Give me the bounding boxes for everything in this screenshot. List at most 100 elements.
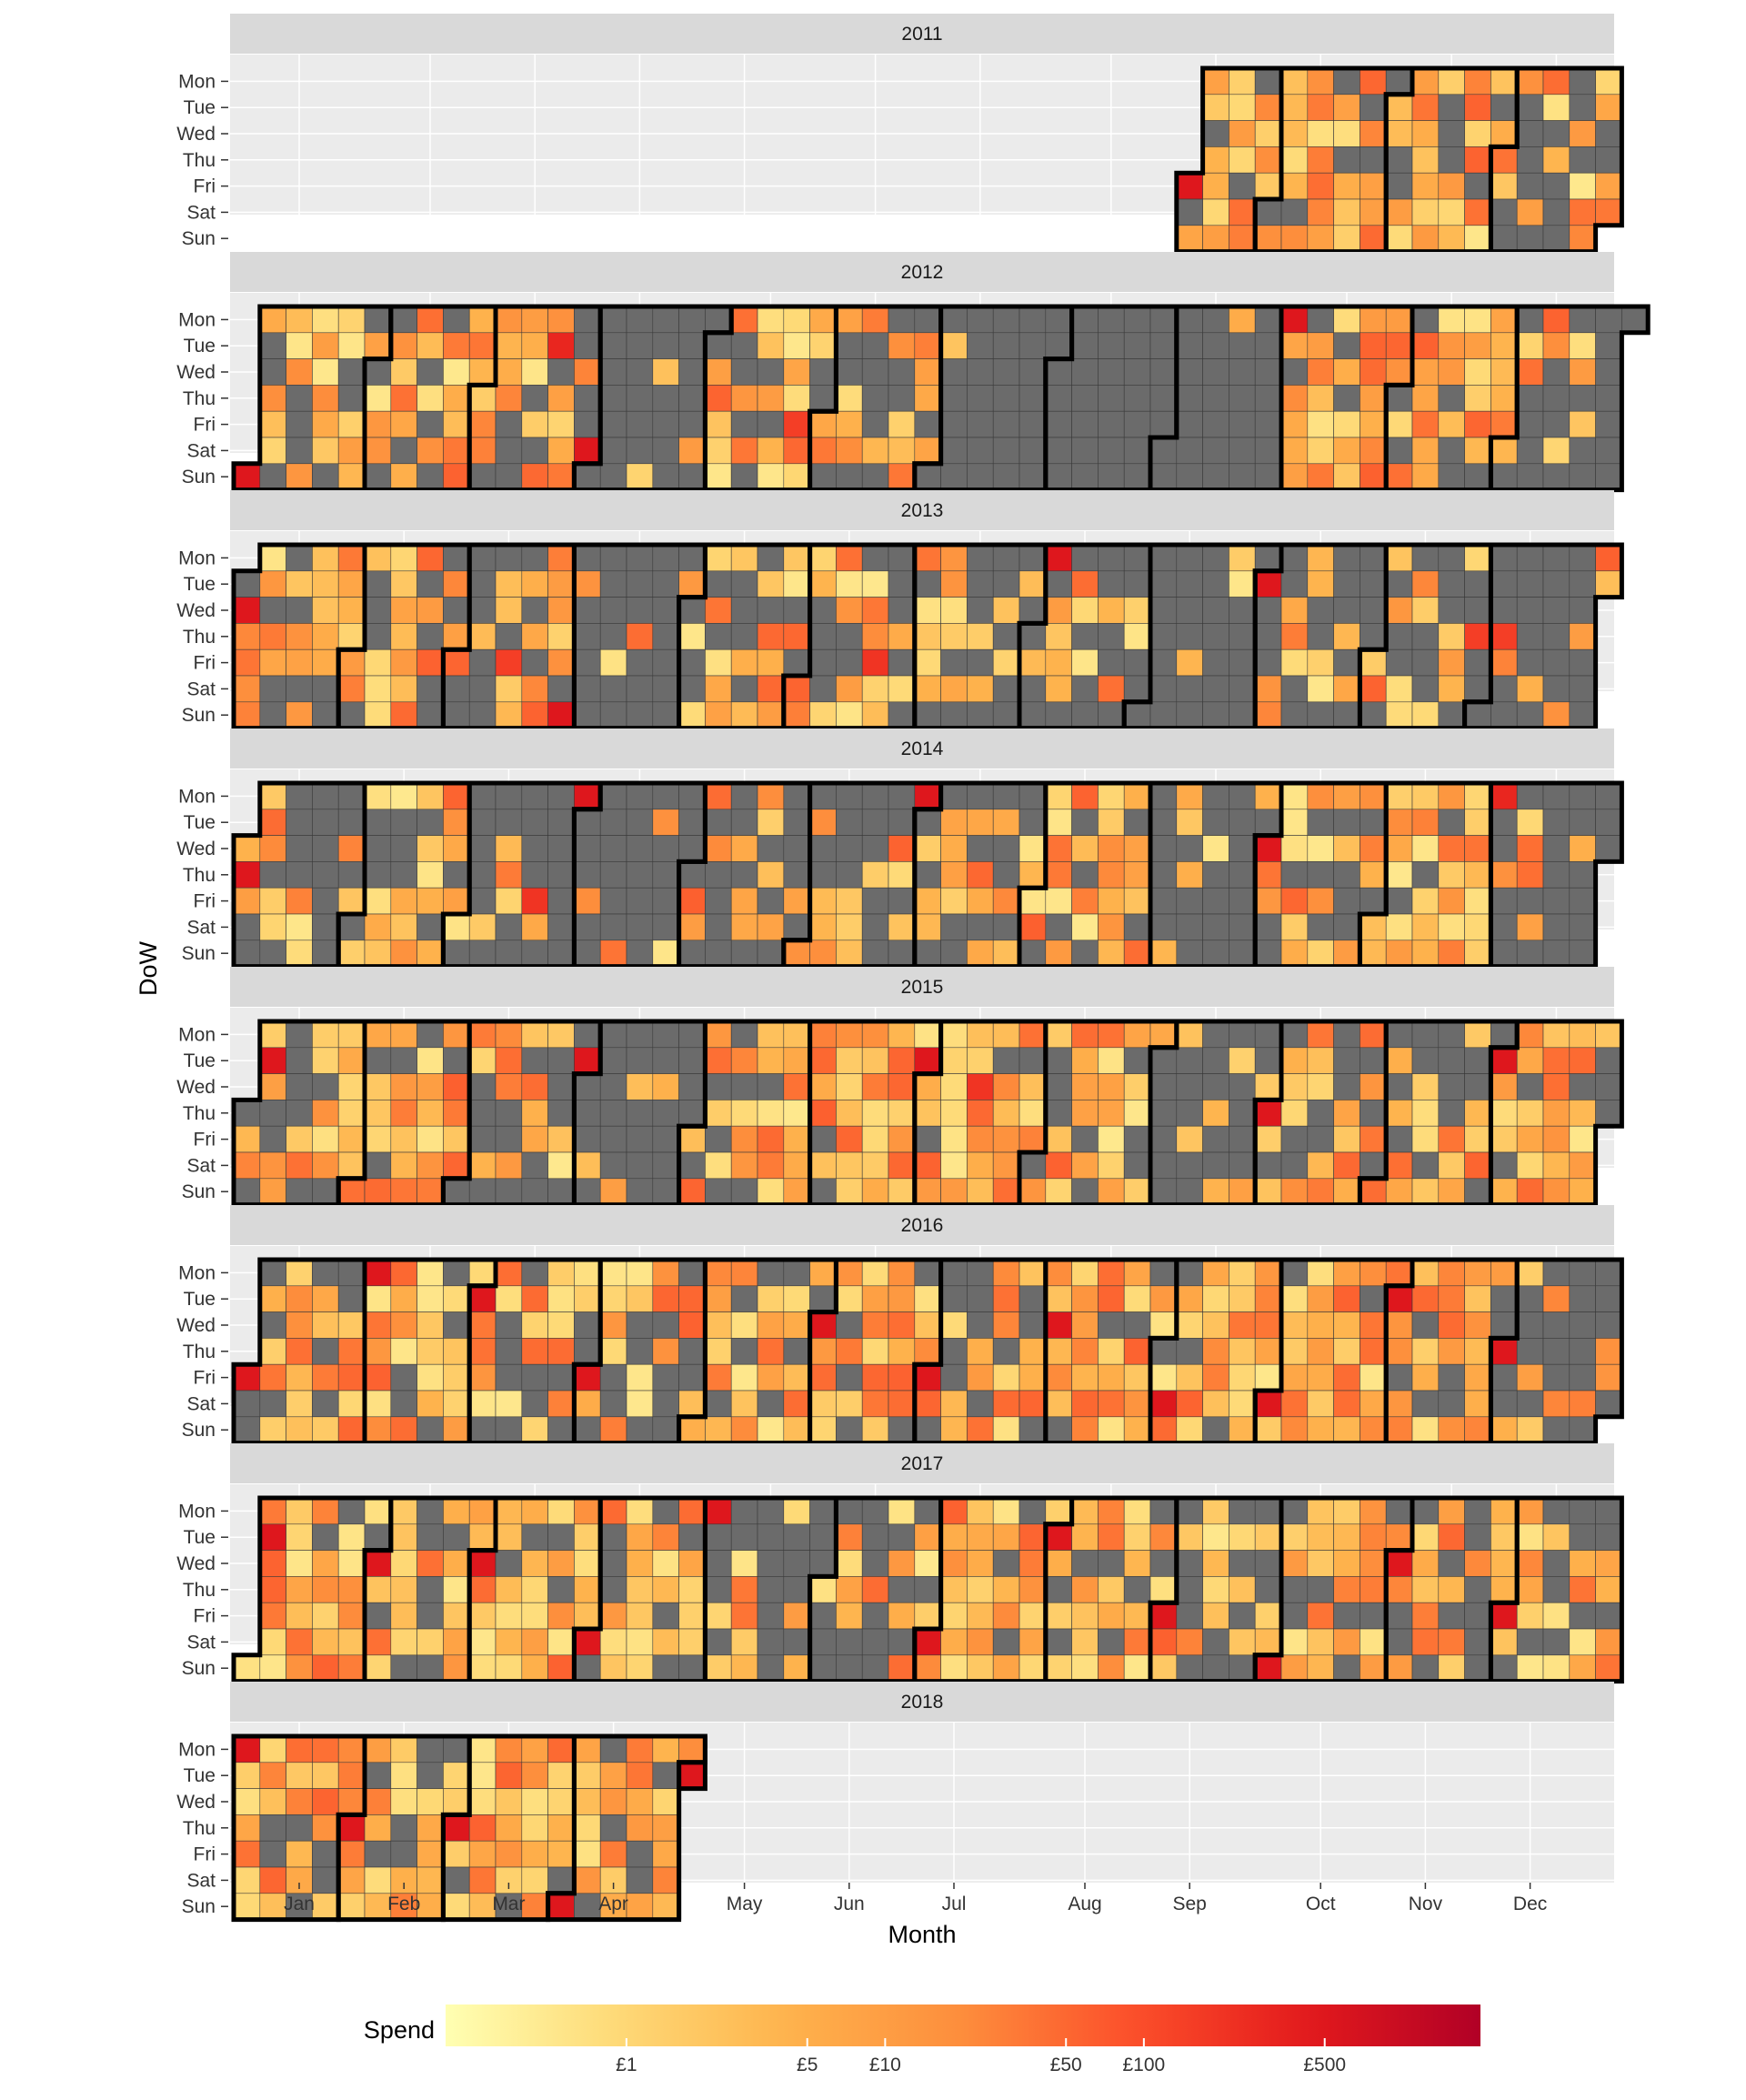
day-cell bbox=[861, 306, 889, 334]
day-cell bbox=[1176, 1151, 1203, 1180]
day-cell bbox=[861, 1523, 889, 1551]
day-cell bbox=[992, 1390, 1020, 1418]
day-cell bbox=[1202, 172, 1229, 200]
day-cell bbox=[443, 1602, 470, 1630]
year-strip bbox=[230, 967, 1614, 1007]
day-cell bbox=[888, 701, 916, 728]
day-cell bbox=[1202, 701, 1229, 728]
day-cell bbox=[390, 1285, 417, 1312]
day-cell bbox=[940, 306, 968, 334]
day-cell bbox=[626, 437, 654, 465]
day-cell bbox=[1071, 570, 1099, 598]
day-cell bbox=[259, 544, 286, 572]
day-cell bbox=[861, 1363, 889, 1392]
day-cell bbox=[992, 939, 1020, 967]
day-cell bbox=[1595, 1628, 1622, 1656]
day-cell bbox=[416, 332, 444, 359]
day-cell bbox=[1385, 1311, 1413, 1339]
day-cell bbox=[888, 570, 916, 598]
day-cell bbox=[652, 570, 679, 598]
day-cell bbox=[364, 1550, 392, 1577]
day-cell bbox=[1569, 1338, 1596, 1365]
day-cell bbox=[888, 1285, 916, 1312]
day-cell bbox=[705, 332, 732, 359]
day-cell bbox=[233, 701, 261, 728]
day-cell bbox=[1464, 410, 1491, 438]
day-cell bbox=[259, 1840, 286, 1868]
day-cell bbox=[809, 1523, 837, 1551]
day-cell bbox=[1464, 332, 1491, 359]
day-cell bbox=[312, 1497, 339, 1525]
day-cell bbox=[337, 1100, 366, 1127]
day-cell bbox=[521, 306, 548, 334]
month-tick-label: Jan bbox=[284, 1894, 315, 1914]
day-cell bbox=[312, 1100, 339, 1127]
day-cell bbox=[914, 1259, 941, 1287]
day-cell bbox=[337, 1550, 366, 1577]
day-cell bbox=[730, 1576, 758, 1603]
day-cell bbox=[1307, 1338, 1334, 1365]
day-cell bbox=[1516, 1100, 1544, 1127]
day-cell bbox=[1254, 437, 1282, 465]
day-cell bbox=[521, 1178, 548, 1205]
day-cell bbox=[390, 1100, 417, 1127]
day-cell bbox=[364, 1338, 392, 1365]
day-cell bbox=[861, 835, 889, 862]
day-cell bbox=[1464, 1311, 1491, 1339]
day-cell bbox=[967, 1497, 994, 1525]
day-cell bbox=[914, 1100, 941, 1127]
day-cell bbox=[757, 1311, 785, 1339]
day-cell bbox=[547, 1735, 575, 1763]
day-cell bbox=[992, 306, 1020, 334]
day-cell bbox=[1438, 146, 1465, 174]
day-cell bbox=[992, 1311, 1020, 1339]
day-cell bbox=[1149, 544, 1178, 572]
day-cell bbox=[626, 1020, 654, 1049]
day-cell bbox=[364, 1363, 392, 1392]
day-cell bbox=[443, 1523, 470, 1551]
day-cell bbox=[1385, 198, 1413, 226]
day-cell bbox=[1045, 1020, 1072, 1049]
day-cell bbox=[861, 410, 889, 438]
day-cell bbox=[1516, 782, 1544, 810]
day-cell bbox=[547, 1497, 575, 1525]
day-cell bbox=[443, 358, 470, 386]
day-cell bbox=[364, 701, 392, 728]
day-cell bbox=[547, 1390, 575, 1418]
day-cell bbox=[1542, 332, 1570, 359]
day-cell bbox=[1254, 1151, 1282, 1180]
day-cell bbox=[416, 570, 444, 598]
day-cell bbox=[337, 1893, 366, 1920]
day-cell bbox=[1123, 648, 1151, 677]
day-cell bbox=[861, 570, 889, 598]
day-cell bbox=[259, 358, 286, 386]
dow-tick-label: Wed bbox=[176, 1315, 216, 1336]
day-cell bbox=[940, 1523, 968, 1551]
day-cell bbox=[1045, 1125, 1072, 1153]
day-cell bbox=[1333, 835, 1360, 862]
day-cell bbox=[1542, 1020, 1570, 1049]
day-cell bbox=[495, 1285, 523, 1312]
day-cell bbox=[1045, 358, 1072, 386]
day-cell bbox=[599, 701, 627, 728]
day-cell bbox=[547, 463, 575, 490]
day-cell bbox=[1569, 939, 1596, 967]
day-cell bbox=[1516, 1602, 1544, 1630]
day-cell bbox=[1516, 358, 1544, 386]
day-cell bbox=[1595, 782, 1622, 810]
day-cell bbox=[967, 385, 994, 412]
day-cell bbox=[1018, 463, 1047, 490]
day-cell bbox=[914, 939, 941, 967]
day-cell bbox=[1149, 675, 1178, 703]
day-cell bbox=[1516, 1654, 1544, 1682]
day-cell bbox=[1333, 1285, 1360, 1312]
day-cell bbox=[626, 1523, 654, 1551]
day-cell bbox=[416, 809, 444, 836]
dow-tick-label: Sat bbox=[186, 678, 216, 699]
day-cell bbox=[730, 1311, 758, 1339]
day-cell bbox=[678, 1311, 706, 1339]
day-cell bbox=[992, 1125, 1020, 1153]
day-cell bbox=[547, 1073, 575, 1100]
